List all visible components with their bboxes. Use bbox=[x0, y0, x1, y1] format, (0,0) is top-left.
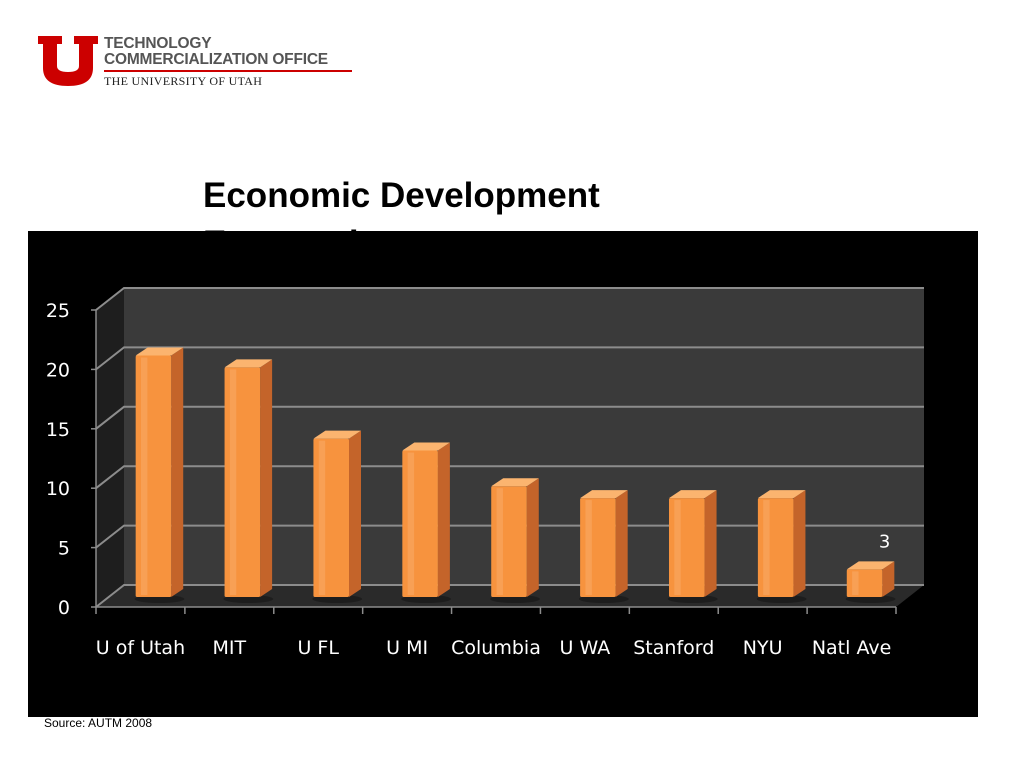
x-tick-label: U FL bbox=[297, 637, 339, 659]
chart-panel: 0 5 10 15 20 25 U of Utah MIT U FL U MI Columbia U … bbox=[28, 231, 978, 717]
bar-side bbox=[793, 490, 806, 597]
x-tick-label: MIT bbox=[213, 637, 247, 659]
bar-side bbox=[437, 442, 450, 597]
bar bbox=[757, 498, 794, 597]
x-tick-label: U of Utah bbox=[96, 637, 185, 659]
bar-side bbox=[526, 478, 539, 597]
gridline bbox=[95, 405, 924, 430]
x-tick-label: U MI bbox=[386, 637, 428, 659]
bar bbox=[580, 498, 616, 597]
bar-top bbox=[491, 478, 539, 487]
gridline bbox=[95, 346, 924, 371]
bar-highlight bbox=[852, 571, 859, 595]
bar-highlight bbox=[496, 488, 503, 595]
bar bbox=[669, 498, 705, 597]
logo-divider bbox=[104, 70, 352, 72]
y-tick-label: 20 bbox=[46, 359, 70, 381]
gridline bbox=[95, 584, 924, 608]
gridline bbox=[95, 287, 924, 311]
x-tick-label: Columbia bbox=[451, 637, 541, 659]
bar bbox=[135, 355, 172, 597]
bar-side bbox=[882, 561, 895, 597]
bar-side bbox=[704, 490, 717, 597]
bar-highlight bbox=[229, 369, 237, 595]
logo-line-office: COMMERCIALIZATION OFFICE bbox=[104, 51, 328, 68]
bar-highlight bbox=[318, 440, 326, 595]
bar bbox=[846, 569, 883, 597]
x-tick-label: Natl Ave bbox=[812, 637, 891, 659]
block-u-logo-icon bbox=[38, 36, 98, 86]
bar bbox=[491, 486, 527, 597]
bar bbox=[402, 450, 438, 597]
bar-top bbox=[135, 347, 184, 356]
gridline bbox=[95, 524, 924, 549]
bar bbox=[313, 438, 349, 597]
logo-wordmark: TECHNOLOGY COMMERCIALIZATION OFFICE THE … bbox=[104, 36, 352, 88]
x-tick-label: U WA bbox=[560, 637, 611, 659]
data-label: 3 bbox=[879, 531, 890, 552]
bar-highlight bbox=[407, 452, 415, 595]
bar-side bbox=[349, 430, 361, 597]
bar-side bbox=[615, 490, 628, 597]
bar-highlight bbox=[585, 500, 592, 595]
y-tick-label: 25 bbox=[46, 300, 70, 322]
bar-top bbox=[402, 442, 450, 451]
bar-top bbox=[580, 490, 628, 499]
x-tick-label: Stanford bbox=[633, 637, 714, 659]
y-tick-label: 5 bbox=[58, 538, 70, 560]
gridline bbox=[95, 465, 924, 489]
bar-top bbox=[757, 490, 806, 499]
logo-line-technology: TECHNOLOGY bbox=[104, 35, 212, 52]
bar-top bbox=[669, 490, 717, 499]
source-note: Source: AUTM 2008 bbox=[44, 716, 153, 730]
bar-highlight bbox=[763, 500, 770, 595]
logo-line-university: THE UNIVERSITY OF UTAH bbox=[104, 74, 263, 88]
bar bbox=[224, 367, 261, 597]
bar-side bbox=[171, 347, 184, 597]
y-tick-label: 10 bbox=[46, 478, 70, 500]
bar-highlight bbox=[674, 500, 681, 595]
y-tick-label: 15 bbox=[46, 419, 70, 441]
y-tick-label: 0 bbox=[58, 597, 70, 619]
bar-top bbox=[846, 561, 895, 570]
university-logo: TECHNOLOGY COMMERCIALIZATION OFFICE THE … bbox=[38, 36, 368, 92]
x-tick-label: NYU bbox=[743, 637, 783, 659]
bar-top bbox=[313, 430, 361, 439]
bar-chart: 0 5 10 15 20 25 U of Utah MIT U FL U MI Columbia U … bbox=[46, 287, 924, 659]
bar-side bbox=[260, 359, 273, 597]
bar-top bbox=[224, 359, 273, 368]
chart-side-wall bbox=[96, 288, 124, 607]
bar-highlight bbox=[141, 357, 148, 595]
